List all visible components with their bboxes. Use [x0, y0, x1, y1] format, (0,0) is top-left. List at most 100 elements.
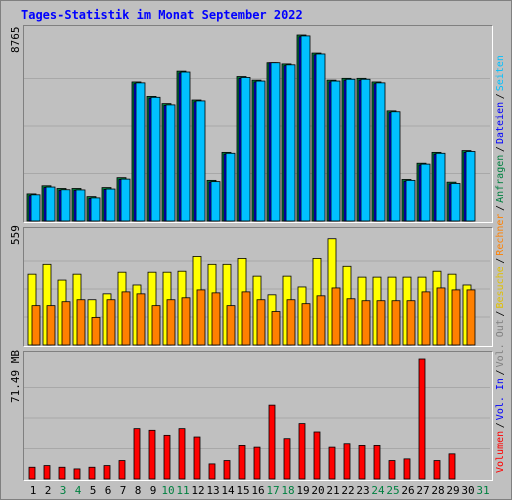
bar-seiten	[255, 80, 266, 222]
x-tick-label: 11	[176, 484, 189, 497]
x-tick-label: 9	[150, 484, 157, 497]
bar-rechner	[301, 303, 311, 346]
x-tick-label: 20	[311, 484, 324, 497]
bar-seiten	[420, 163, 431, 222]
bar-seiten	[360, 78, 371, 222]
bar-volumen	[148, 429, 156, 480]
bar-volumen	[313, 431, 321, 480]
legend-label: /	[495, 311, 506, 317]
x-tick-label: 18	[281, 484, 294, 497]
x-tick-label: 26	[401, 484, 414, 497]
bar-volumen	[448, 453, 456, 480]
bar-rechner	[76, 299, 86, 346]
bar-volumen	[358, 445, 366, 480]
bar-rechner	[46, 305, 56, 346]
bar-rechner	[226, 305, 236, 346]
bar-volumen	[253, 446, 261, 480]
bar-volumen	[208, 463, 216, 480]
bar-rechner	[316, 295, 326, 346]
bar-rechner	[436, 287, 446, 346]
bar-volumen	[433, 460, 441, 480]
bar-volumen	[373, 445, 381, 480]
x-tick-label: 29	[446, 484, 459, 497]
x-tick-label: 30	[461, 484, 474, 497]
x-tick-label: 15	[236, 484, 249, 497]
bar-volumen	[58, 466, 66, 480]
legend-label: /	[495, 93, 506, 99]
x-tick-label: 16	[251, 484, 264, 497]
bar-seiten	[135, 82, 146, 222]
bar-rechner	[406, 300, 416, 346]
bar-seiten	[240, 77, 251, 222]
bar-volumen	[133, 428, 141, 480]
bar-volumen	[223, 460, 231, 480]
bar-rechner	[31, 305, 41, 346]
bar-seiten	[75, 189, 86, 222]
bar-volumen	[193, 436, 201, 480]
bar-volumen	[343, 443, 351, 480]
bar-rechner	[451, 289, 461, 346]
x-tick-label: 19	[296, 484, 309, 497]
bar-rechner	[151, 305, 161, 346]
bar-seiten	[390, 111, 401, 222]
bar-rechner	[361, 300, 371, 346]
bar-seiten	[435, 152, 446, 222]
bar-volumen	[103, 465, 111, 480]
bar-seiten	[450, 183, 461, 222]
bar-volumen	[418, 358, 426, 480]
bar-volumen	[238, 445, 246, 480]
x-tick-label: 23	[356, 484, 369, 497]
x-tick-label: 5	[90, 484, 97, 497]
bar-rechner	[61, 301, 71, 346]
x-tick-label: 8	[135, 484, 142, 497]
x-tick-label: 10	[161, 484, 174, 497]
bar-rechner	[196, 289, 206, 346]
bar-rechner	[286, 299, 296, 346]
legend-label: /	[495, 369, 506, 375]
bar-rechner	[376, 300, 386, 346]
bar-volumen	[73, 468, 81, 480]
bar-seiten	[165, 104, 176, 222]
x-tick-label: 4	[75, 484, 82, 497]
legend-label: Seiten	[495, 55, 506, 91]
bar-seiten	[120, 178, 131, 222]
bar-seiten	[270, 62, 281, 222]
bar-seiten	[30, 194, 41, 222]
chart-title: Tages-Statistik im Monat September 2022	[21, 8, 303, 22]
x-tick-label: 31	[476, 484, 489, 497]
bar-volumen	[163, 434, 171, 480]
legend-label: Rechner	[495, 214, 506, 256]
bar-rechner	[466, 289, 476, 346]
bar-rechner	[241, 291, 251, 346]
bar-rechner	[391, 300, 401, 346]
legend-label: /	[495, 146, 506, 152]
bar-rechner	[91, 317, 101, 346]
bar-volumen	[268, 404, 276, 480]
x-tick-label: 1	[30, 484, 37, 497]
x-tick-label: 27	[416, 484, 429, 497]
x-tick-label: 7	[120, 484, 127, 497]
bar-volumen	[283, 438, 291, 480]
bar-volumen	[88, 466, 96, 480]
x-tick-label: 3	[60, 484, 67, 497]
bar-volumen	[298, 423, 306, 480]
bar-seiten	[60, 189, 71, 222]
bar-rechner	[121, 291, 131, 346]
x-tick-label: 25	[386, 484, 399, 497]
bar-volumen	[178, 428, 186, 480]
bar-seiten	[345, 78, 356, 222]
bar-rechner	[166, 299, 176, 346]
bar-volumen	[328, 446, 336, 480]
bar-rechner	[106, 299, 116, 346]
bar-seiten	[405, 179, 416, 222]
legend-label: /	[495, 258, 506, 264]
bar-rechner	[256, 299, 266, 346]
bar-rechner	[421, 291, 431, 346]
x-tick-label: 28	[431, 484, 444, 497]
bar-seiten	[375, 82, 386, 222]
bar-seiten	[300, 35, 311, 222]
legend-label: /	[495, 422, 506, 428]
bar-seiten	[225, 152, 236, 222]
bar-seiten	[330, 80, 341, 222]
legend-label: Vol. Out	[495, 319, 506, 367]
